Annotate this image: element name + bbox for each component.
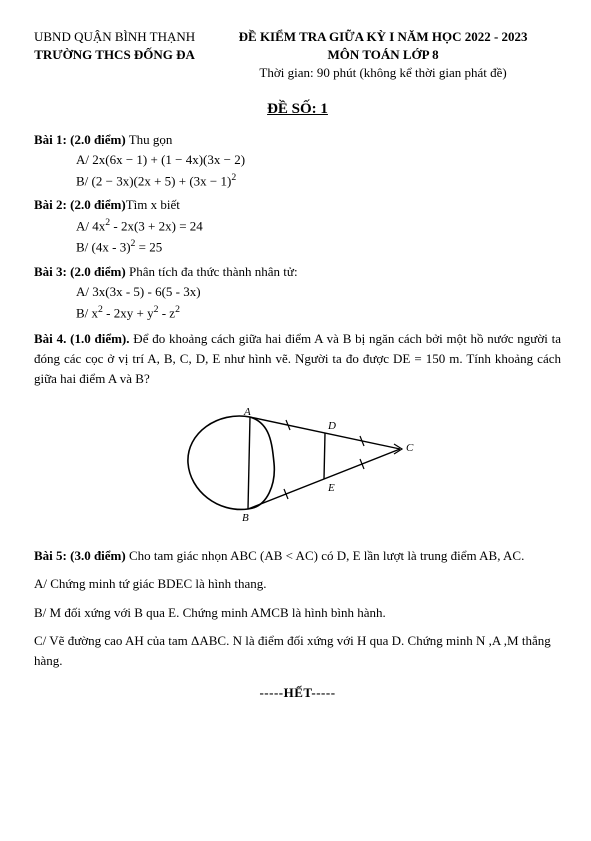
lake-diagram: A B C D E <box>178 403 418 523</box>
p1b-pre: B/ (2 − 3x)(2x + 5) + (3x − 1) <box>76 173 231 188</box>
problem-5-b: B/ M đối xứng với B qua E. Chứng minh AM… <box>34 603 561 623</box>
problem-3-b: B/ x2 - 2xy + y2 - z2 <box>76 304 561 321</box>
school-line: TRƯỜNG THCS ĐỐNG ĐA <box>34 46 195 64</box>
p3b-pre: B/ x <box>76 305 98 320</box>
problem-2-text: Tìm x biết <box>126 197 180 212</box>
problem-2-a: A/ 4x2 - 2x(3 + 2x) = 24 <box>76 217 561 234</box>
problem-4-label: Bài 4. (1.0 điểm). <box>34 331 130 346</box>
p2a-pre: A/ 4x <box>76 218 105 233</box>
subject-line: MÔN TOÁN LỚP 8 <box>205 46 561 64</box>
p2b-pre: B/ (4x - 3) <box>76 240 131 255</box>
problem-5-a: A/ Chứng minh tứ giác BDEC là hình thang… <box>34 574 561 594</box>
problem-1-a: A/ 2x(6x − 1) + (1 − 4x)(3x − 2) <box>76 152 561 168</box>
p1b-sup: 2 <box>231 172 236 183</box>
figure-wrap: A B C D E <box>34 403 561 528</box>
duration-line: Thời gian: 90 phút (không kể thời gian p… <box>205 64 561 82</box>
label-A: A <box>243 406 251 418</box>
exam-title: ĐỀ KIỂM TRA GIỮA KỲ I NĂM HỌC 2022 - 202… <box>205 28 561 46</box>
authority-line: UBND QUẬN BÌNH THẠNH <box>34 28 195 46</box>
label-D: D <box>327 420 336 432</box>
problem-5: Bài 5: (3.0 điểm) Cho tam giác nhọn ABC … <box>34 546 561 566</box>
problem-5-label: Bài 5: (3.0 điểm) <box>34 548 126 563</box>
problem-3-text: Phân tích đa thức thành nhân tử: <box>126 264 298 279</box>
header-right: ĐỀ KIỂM TRA GIỮA KỲ I NĂM HỌC 2022 - 202… <box>205 28 561 83</box>
header: UBND QUẬN BÌNH THẠNH TRƯỜNG THCS ĐỐNG ĐA… <box>34 28 561 83</box>
problem-3: Bài 3: (2.0 điểm) Phân tích đa thức thàn… <box>34 264 561 280</box>
problem-3-a: A/ 3x(3x - 5) - 6(5 - 3x) <box>76 284 561 300</box>
problem-5-c: C/ Vẽ đường cao AH của tam ΔABC. N là đi… <box>34 631 561 671</box>
problem-1-label: Bài 1: (2.0 điểm) <box>34 132 126 147</box>
label-C: C <box>406 442 414 454</box>
exam-code-title: ĐỀ SỐ: 1 <box>34 101 561 118</box>
p3b-mid2: - z <box>158 305 175 320</box>
p3b-sup3: 2 <box>175 304 180 315</box>
problem-2-b: B/ (4x - 3)2 = 25 <box>76 238 561 255</box>
problem-1-text: Thu gọn <box>126 132 173 147</box>
problem-5-text: Cho tam giác nhọn ABC (AB < AC) có D, E … <box>126 548 525 563</box>
p2b-post: = 25 <box>135 240 162 255</box>
p3b-mid: - 2xy + y <box>103 305 154 320</box>
problem-1-b: B/ (2 − 3x)(2x + 5) + (3x − 1)2 <box>76 172 561 189</box>
problem-4: Bài 4. (1.0 điểm). Để đo khoảng cách giữ… <box>34 329 561 389</box>
problem-2-label: Bài 2: (2.0 điểm) <box>34 197 126 212</box>
problem-2: Bài 2: (2.0 điểm)Tìm x biết <box>34 197 561 213</box>
problem-1: Bài 1: (2.0 điểm) Thu gọn <box>34 132 561 148</box>
problem-3-label: Bài 3: (2.0 điểm) <box>34 264 126 279</box>
label-E: E <box>327 482 335 494</box>
end-marker: -----HẾT----- <box>34 685 561 701</box>
header-left: UBND QUẬN BÌNH THẠNH TRƯỜNG THCS ĐỐNG ĐA <box>34 28 195 83</box>
p2a-post: - 2x(3 + 2x) = 24 <box>110 218 203 233</box>
label-B: B <box>242 512 249 523</box>
